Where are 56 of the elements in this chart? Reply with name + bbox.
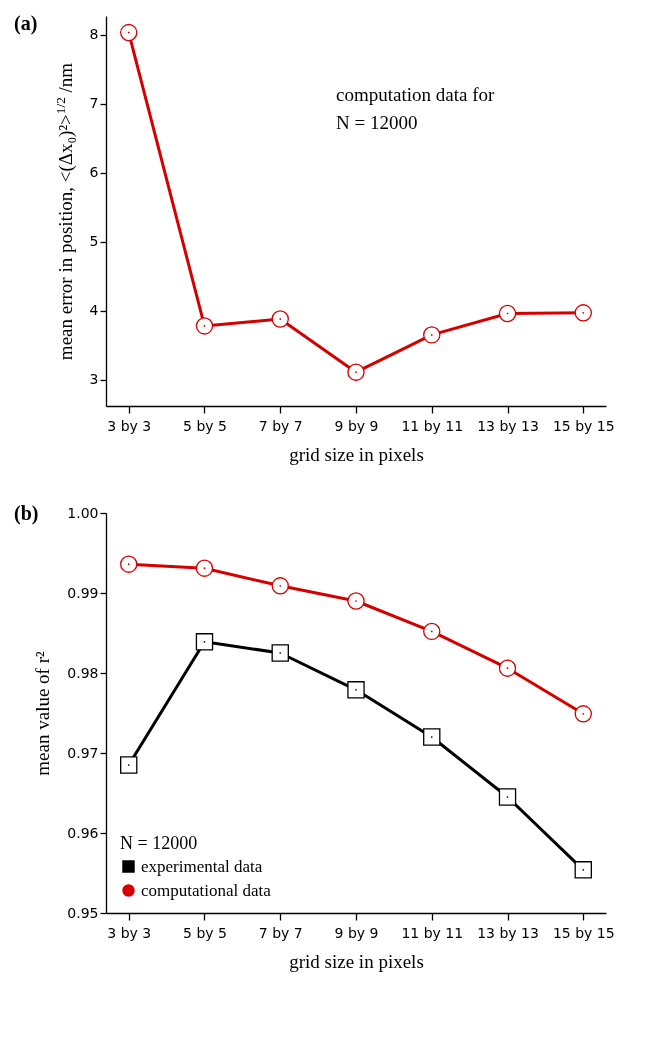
x-tick-label: 11 by 11 (401, 924, 464, 941)
point (423, 728, 441, 746)
point (347, 592, 365, 610)
x-axis-title: grid size in pixels (289, 443, 424, 465)
x-tick-label: 15 by 15 (552, 417, 615, 434)
x-tick-label: 7 by 7 (258, 924, 303, 941)
y-tick-label: 3 (89, 371, 99, 388)
point (574, 705, 592, 723)
point (498, 788, 517, 806)
point (347, 681, 365, 699)
point (120, 23, 138, 42)
x-tick-label: 11 by 11 (401, 417, 464, 434)
y-tick-label: 1.00 (67, 504, 99, 521)
x-tick-label: 5 by 5 (183, 417, 227, 434)
point (423, 326, 441, 344)
point (498, 659, 517, 677)
y-tick-label: 8 (89, 26, 99, 43)
y-tick-label: 4 (89, 302, 99, 319)
point (498, 304, 517, 323)
x-tick-label: 13 by 13 (477, 924, 539, 941)
y-tick-label: 0.95 (67, 904, 99, 921)
x-tick-label: 9 by 9 (334, 924, 379, 941)
legend-label: experimental data (141, 856, 263, 876)
y-tick-label: 0.96 (67, 824, 99, 841)
x-tick-label: 3 by 3 (107, 924, 152, 941)
point (347, 363, 365, 381)
legend-title: N = 12000 (120, 833, 198, 853)
point (120, 756, 138, 774)
y-tick-label: 0.97 (67, 744, 99, 761)
chart-title: (b) (14, 502, 39, 525)
x-tick-label: 9 by 9 (334, 417, 379, 434)
y-tick-label: 6 (89, 164, 99, 181)
point (195, 633, 214, 651)
x-tick-label: 5 by 5 (183, 924, 227, 941)
x-tick-label: 13 by 13 (477, 417, 539, 434)
y-tick-label: 7 (89, 95, 99, 112)
point (574, 304, 592, 322)
x-tick-label: 3 by 3 (107, 417, 152, 434)
point (271, 644, 289, 662)
y-axis-title: mean value of r² (32, 651, 54, 776)
y-tick-label: 5 (89, 233, 99, 250)
y-tick-label: 0.99 (67, 584, 99, 601)
x-tick-label: 15 by 15 (552, 924, 615, 941)
annotation: computation data for N = 12000 (336, 84, 495, 134)
point (271, 577, 289, 595)
x-axis-title: grid size in pixels (289, 950, 424, 972)
legend-label: computational data (141, 880, 272, 900)
x-tick-label: 7 by 7 (258, 417, 303, 434)
point (195, 559, 214, 577)
point (271, 310, 289, 328)
y-tick-label: 0.98 (67, 664, 99, 681)
chart-title: (a) (14, 12, 38, 35)
point (574, 861, 592, 879)
point (195, 317, 214, 335)
point (423, 622, 441, 641)
point (120, 555, 138, 573)
